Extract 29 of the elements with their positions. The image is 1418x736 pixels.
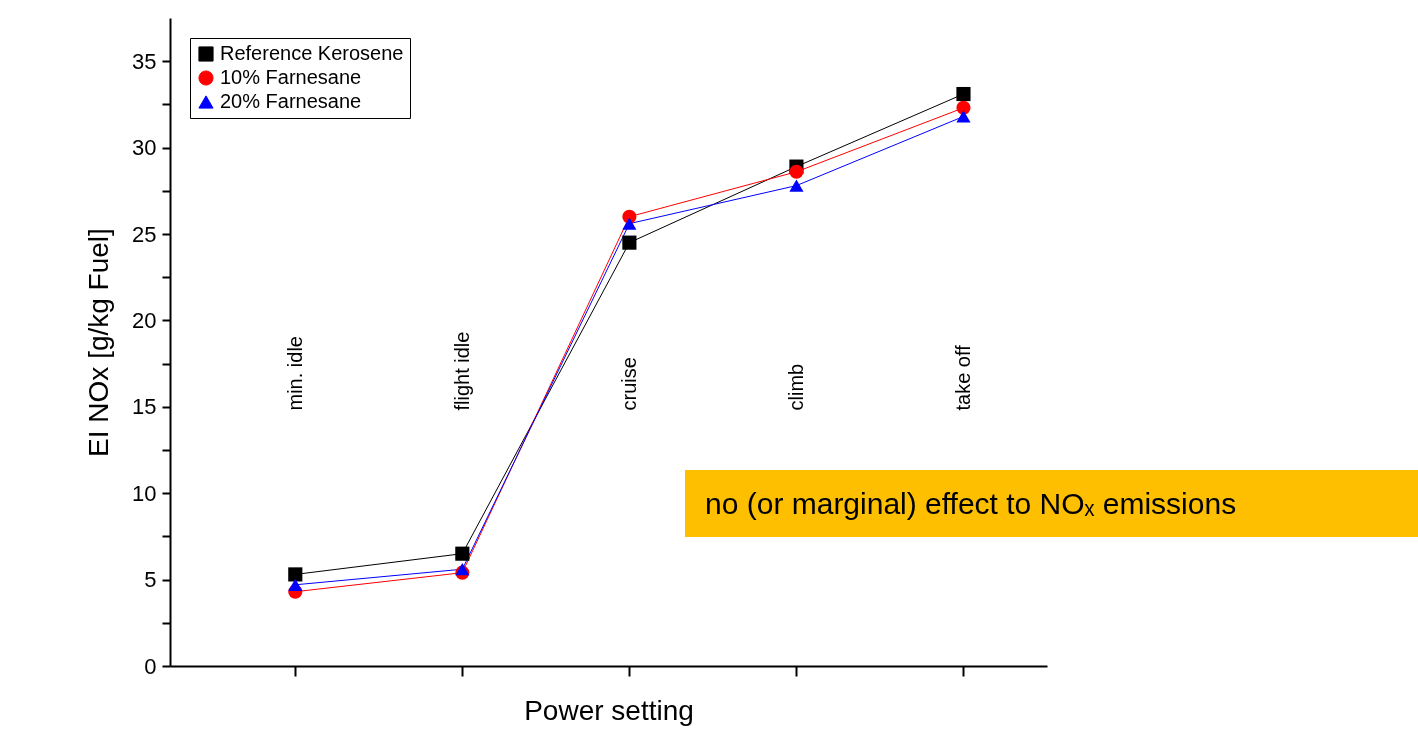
y-tick-label: 5 (144, 567, 157, 593)
x-tick-label: take off (951, 344, 974, 411)
y-tick-label: 35 (132, 48, 157, 74)
x-tick-label: flight idle (450, 331, 473, 411)
point (789, 164, 804, 179)
point (789, 179, 804, 192)
x-axis-title: Power setting (524, 694, 694, 726)
x-tick-label: min. idle (283, 336, 306, 411)
x-tick-label: climb (784, 363, 807, 411)
y-tick-label: 30 (132, 135, 157, 161)
point (956, 110, 971, 123)
point (288, 567, 303, 582)
x-tick-label: cruise (617, 357, 640, 411)
y-tick-label: 25 (132, 221, 157, 247)
point (622, 217, 637, 230)
callout-box: no (or marginal) effect to NOₓ emissions (685, 470, 1418, 537)
point (288, 578, 303, 591)
y-tick-label: 10 (132, 480, 157, 506)
y-tick-label: 0 (144, 653, 157, 679)
y-tick-label: 20 (132, 307, 157, 333)
point (455, 546, 470, 561)
point (622, 235, 637, 250)
legend-label: Reference Kerosene (220, 42, 404, 64)
y-tick-label: 15 (132, 394, 157, 420)
legend-label: 20% Farnesane (220, 90, 362, 112)
point (455, 563, 470, 576)
legend-label: 10% Farnesane (220, 66, 362, 88)
y-axis-title: EI NOx [g/kg Fuel] (83, 228, 115, 457)
point (956, 86, 971, 102)
